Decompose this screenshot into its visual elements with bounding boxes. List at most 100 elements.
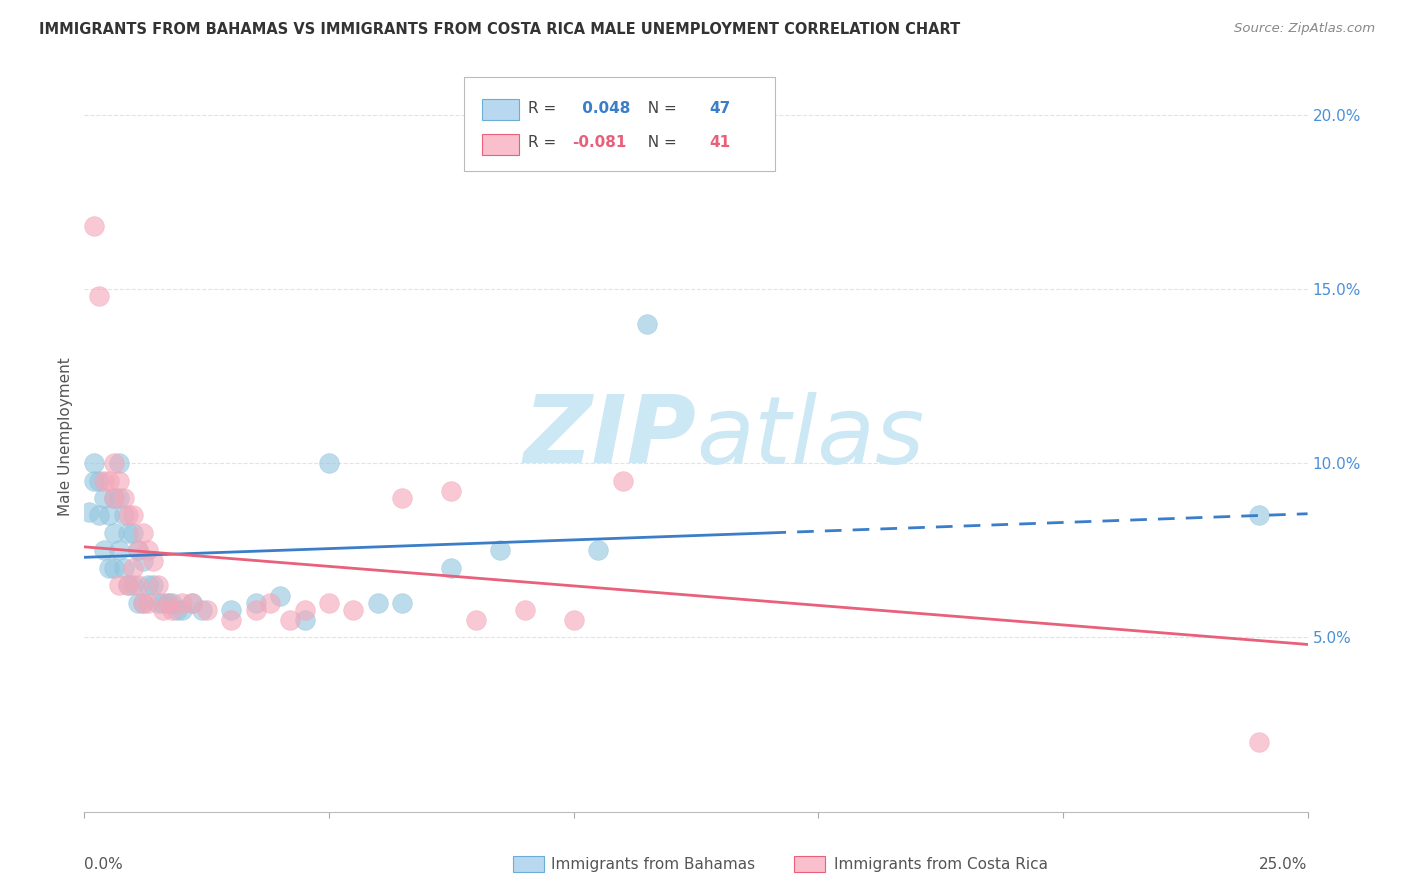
Point — [166, 602, 188, 616]
Point — [127, 543, 149, 558]
Point — [112, 561, 135, 575]
Point — [1247, 735, 1270, 749]
Point — [122, 508, 145, 523]
FancyBboxPatch shape — [482, 99, 519, 120]
Point — [132, 596, 155, 610]
Point — [152, 602, 174, 616]
Point — [586, 543, 609, 558]
Point — [278, 613, 301, 627]
Point — [87, 508, 110, 523]
Point — [136, 578, 159, 592]
Point — [97, 561, 120, 575]
Text: atlas: atlas — [696, 392, 924, 483]
Point — [464, 613, 486, 627]
Text: IMMIGRANTS FROM BAHAMAS VS IMMIGRANTS FROM COSTA RICA MALE UNEMPLOYMENT CORRELAT: IMMIGRANTS FROM BAHAMAS VS IMMIGRANTS FR… — [39, 22, 960, 37]
Point — [87, 474, 110, 488]
Point — [127, 578, 149, 592]
Point — [219, 602, 242, 616]
Text: 0.0%: 0.0% — [84, 856, 124, 871]
Point — [103, 491, 125, 505]
Point — [172, 596, 194, 610]
Point — [489, 543, 512, 558]
Point — [245, 596, 267, 610]
Point — [162, 596, 184, 610]
Point — [117, 578, 139, 592]
Text: 47: 47 — [710, 101, 731, 116]
Point — [636, 317, 658, 331]
Text: R =: R = — [529, 101, 561, 116]
Text: N =: N = — [638, 101, 682, 116]
Point — [172, 602, 194, 616]
Point — [391, 491, 413, 505]
Point — [107, 543, 129, 558]
Point — [318, 456, 340, 470]
Point — [97, 474, 120, 488]
Point — [117, 508, 139, 523]
Point — [97, 508, 120, 523]
Point — [127, 543, 149, 558]
Point — [612, 474, 634, 488]
Point — [219, 613, 242, 627]
Point — [146, 596, 169, 610]
Point — [318, 596, 340, 610]
Text: Immigrants from Bahamas: Immigrants from Bahamas — [551, 857, 755, 871]
Point — [136, 596, 159, 610]
Point — [122, 525, 145, 540]
Point — [107, 491, 129, 505]
Point — [440, 484, 463, 499]
FancyBboxPatch shape — [464, 78, 776, 171]
Point — [83, 474, 105, 488]
Point — [122, 578, 145, 592]
Point — [294, 613, 316, 627]
Point — [195, 602, 218, 616]
Point — [103, 561, 125, 575]
Point — [181, 596, 204, 610]
Point — [112, 491, 135, 505]
Point — [513, 602, 536, 616]
Text: -0.081: -0.081 — [572, 135, 627, 150]
Point — [117, 525, 139, 540]
Point — [107, 474, 129, 488]
Point — [152, 596, 174, 610]
Point — [132, 554, 155, 568]
Point — [83, 219, 105, 234]
Point — [103, 491, 125, 505]
Point — [269, 589, 291, 603]
Point — [294, 602, 316, 616]
Point — [122, 561, 145, 575]
Point — [391, 596, 413, 610]
Point — [162, 602, 184, 616]
Text: ZIP: ZIP — [523, 391, 696, 483]
Point — [93, 543, 115, 558]
Text: R =: R = — [529, 135, 561, 150]
Point — [83, 456, 105, 470]
Y-axis label: Male Unemployment: Male Unemployment — [58, 358, 73, 516]
Point — [181, 596, 204, 610]
Text: Immigrants from Costa Rica: Immigrants from Costa Rica — [834, 857, 1047, 871]
Text: 0.048: 0.048 — [578, 101, 631, 116]
Point — [136, 543, 159, 558]
Point — [156, 596, 179, 610]
Point — [367, 596, 389, 610]
Point — [107, 578, 129, 592]
Point — [103, 525, 125, 540]
Point — [259, 596, 281, 610]
Point — [87, 289, 110, 303]
Point — [245, 602, 267, 616]
Point — [117, 578, 139, 592]
Text: Source: ZipAtlas.com: Source: ZipAtlas.com — [1234, 22, 1375, 36]
FancyBboxPatch shape — [482, 134, 519, 154]
Point — [440, 561, 463, 575]
Text: 25.0%: 25.0% — [1260, 856, 1308, 871]
Point — [142, 554, 165, 568]
Point — [93, 491, 115, 505]
Point — [132, 525, 155, 540]
Point — [1247, 508, 1270, 523]
Point — [562, 613, 585, 627]
Point — [112, 508, 135, 523]
Point — [107, 456, 129, 470]
Point — [93, 474, 115, 488]
Point — [156, 596, 179, 610]
Point — [103, 456, 125, 470]
Point — [191, 602, 214, 616]
